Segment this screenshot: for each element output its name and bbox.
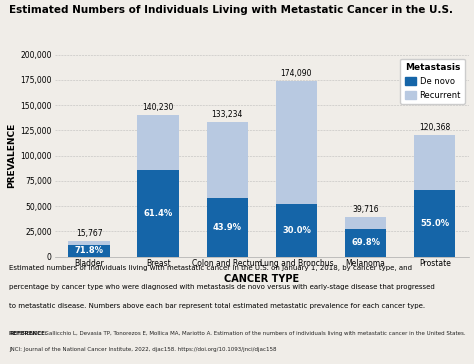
Text: 39,716: 39,716 [352, 205, 379, 214]
Bar [207, 198, 248, 257]
Text: JNCI: Journal of the National Cancer Institute, 2022, djac158. https://doi.org/1: JNCI: Journal of the National Cancer Ins… [9, 347, 277, 352]
Bar [276, 81, 317, 204]
Text: 133,234: 133,234 [211, 110, 243, 119]
Y-axis label: PREVALENCE: PREVALENCE [7, 123, 16, 188]
Bar [137, 115, 179, 170]
Text: 43.9%: 43.9% [213, 222, 242, 232]
Text: Estimated numbers of individuals living with metastatic cancer in the U.S. on Ja: Estimated numbers of individuals living … [9, 265, 412, 271]
Text: REFERENCE: Gallicchio L, Devasia TP, Tonorezos E, Mollica MA, Mariotto A. Estima: REFERENCE: Gallicchio L, Devasia TP, Ton… [9, 331, 466, 336]
Text: 140,230: 140,230 [143, 103, 174, 112]
Text: 15,767: 15,767 [76, 229, 102, 238]
Legend: De novo, Recurrent: De novo, Recurrent [401, 59, 465, 104]
Text: 69.8%: 69.8% [351, 238, 380, 247]
Bar [345, 229, 386, 257]
Bar [137, 170, 179, 257]
Text: Estimated Numbers of Individuals Living with Metastatic Cancer in the U.S.: Estimated Numbers of Individuals Living … [9, 5, 454, 15]
Text: 120,368: 120,368 [419, 123, 450, 132]
Text: REFERENCE:: REFERENCE: [9, 331, 47, 336]
Text: 30.0%: 30.0% [282, 226, 311, 235]
Bar [68, 241, 110, 245]
Text: 174,090: 174,090 [281, 69, 312, 78]
Text: percentage by cancer type who were diagnosed with metastasis de novo versus with: percentage by cancer type who were diagn… [9, 284, 435, 290]
Text: 71.8%: 71.8% [74, 246, 104, 256]
Bar [207, 122, 248, 198]
Bar [68, 245, 110, 257]
Text: to metastatic disease. Numbers above each bar represent total estimated metastat: to metastatic disease. Numbers above eac… [9, 303, 426, 309]
Text: 61.4%: 61.4% [144, 209, 173, 218]
Bar [276, 204, 317, 257]
Bar [345, 217, 386, 229]
Bar [414, 190, 456, 257]
X-axis label: CANCER TYPE: CANCER TYPE [224, 274, 300, 284]
Bar [414, 135, 456, 190]
Text: 55.0%: 55.0% [420, 219, 449, 228]
